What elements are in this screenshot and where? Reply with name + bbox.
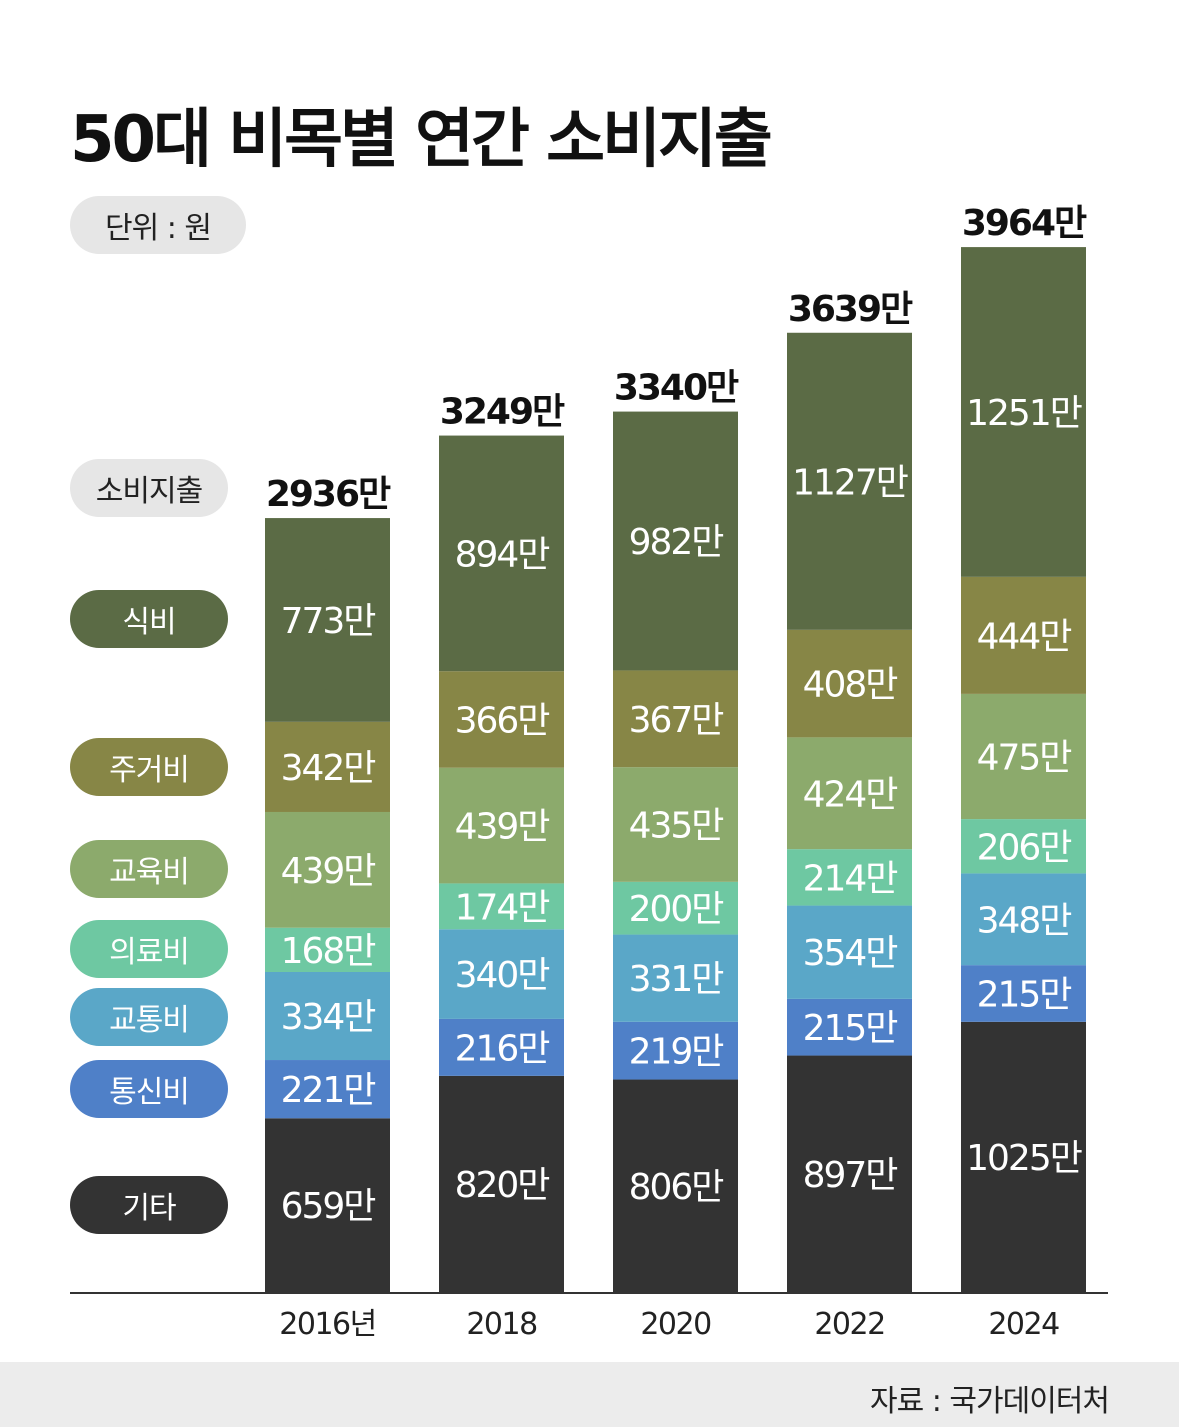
- bar-value-label: 1251만: [966, 393, 1082, 434]
- bar-value-label: 168만: [281, 931, 376, 972]
- bar-segment: [613, 670, 738, 768]
- bar-value-label: 444만: [977, 616, 1072, 657]
- unit-label: 단위 : 원: [70, 196, 246, 254]
- bar-segment: [439, 435, 564, 672]
- bar-segment: [265, 518, 390, 722]
- bar-value-label: 214만: [803, 858, 898, 899]
- bar-value-label: 331만: [629, 959, 724, 1000]
- bar-segment: [265, 1060, 390, 1119]
- bar-value-label: 475만: [977, 737, 1072, 778]
- bar-segment: [613, 1079, 738, 1292]
- bar-segment: [787, 905, 912, 999]
- bar-segment: [265, 927, 390, 972]
- bar-value-label: 221만: [281, 1070, 376, 1111]
- bar-value-label: 806만: [629, 1167, 724, 1208]
- bar-segment: [613, 411, 738, 671]
- x-tick-label: 2024: [988, 1307, 1059, 1342]
- bar-segment: [787, 737, 912, 850]
- bar-total-label: 3964만: [962, 203, 1087, 244]
- source-note: 자료 : 국가데이터처: [870, 1384, 1110, 1419]
- legend-item-medical: 의료비: [70, 920, 228, 978]
- bar-value-label: 982만: [629, 522, 724, 563]
- bar-value-label: 439만: [281, 851, 376, 892]
- bar-value-label: 340만: [455, 955, 550, 996]
- bar-value-label: 354만: [803, 933, 898, 974]
- bar-segment: [439, 767, 564, 884]
- legend-item-other: 기타: [70, 1176, 228, 1234]
- bar-value-label: 894만: [455, 534, 550, 575]
- bar-segment: [787, 332, 912, 630]
- bar-value-label: 206만: [977, 827, 1072, 868]
- bar-segment: [961, 576, 1086, 694]
- bar-value-label: 1127만: [792, 462, 908, 503]
- bar-segment: [961, 247, 1086, 577]
- bar-value-label: 174만: [455, 887, 550, 928]
- bar-segment: [265, 721, 390, 812]
- bar-segment: [439, 1018, 564, 1076]
- bar-value-label: 215만: [977, 974, 1072, 1015]
- legend-item-food: 식비: [70, 590, 228, 648]
- bar-value-label: 435만: [629, 806, 724, 847]
- bar-segment: [439, 883, 564, 930]
- bar-value-label: 408만: [803, 665, 898, 706]
- x-tick-label: 2016년: [279, 1307, 375, 1342]
- x-tick-label: 2020: [640, 1307, 711, 1342]
- bar-value-label: 897만: [803, 1155, 898, 1196]
- bar-segment: [787, 1055, 912, 1292]
- bar-segment: [961, 819, 1086, 874]
- bar-value-label: 366만: [455, 700, 550, 741]
- bar-value-label: 215만: [803, 1008, 898, 1049]
- bar-segment: [613, 1021, 738, 1080]
- bar-segment: [787, 849, 912, 906]
- bar-total-label: 3340만: [614, 368, 739, 409]
- bar-segment: [787, 629, 912, 738]
- bar-total-label: 2936만: [266, 474, 391, 515]
- bar-value-label: 216만: [455, 1028, 550, 1069]
- bar-value-label: 367만: [629, 700, 724, 741]
- bar-segment: [961, 1021, 1086, 1292]
- bar-segment: [961, 693, 1086, 820]
- bar-value-label: 424만: [803, 774, 898, 815]
- bar-value-label: 334만: [281, 997, 376, 1038]
- footer-bar: 자료 : 국가데이터처: [0, 1362, 1179, 1427]
- bar-segment: [439, 671, 564, 768]
- bar-value-label: 342만: [281, 748, 376, 789]
- bar-segment: [613, 767, 738, 882]
- bar-segment: [265, 1118, 390, 1292]
- bar-segment: [961, 873, 1086, 966]
- bar-segment: [961, 965, 1086, 1022]
- legend-total: 소비지출: [70, 459, 228, 517]
- legend-item-housing: 주거비: [70, 738, 228, 796]
- bar-total-label: 3639만: [788, 289, 913, 330]
- bar-segment: [265, 971, 390, 1061]
- bar-value-label: 659만: [281, 1186, 376, 1227]
- chart-title: 50대 비목별 연간 소비지출: [70, 103, 773, 177]
- x-tick-label: 2022: [814, 1307, 884, 1342]
- bar-segment: [787, 998, 912, 1056]
- bar-value-label: 820만: [455, 1165, 550, 1206]
- bar-segment: [439, 929, 564, 1019]
- bar-value-label: 219만: [629, 1032, 724, 1073]
- bar-value-label: 439만: [455, 807, 550, 848]
- legend-item-transport: 교통비: [70, 988, 228, 1046]
- x-tick-label: 2018: [466, 1307, 537, 1342]
- bar-segment: [439, 1075, 564, 1292]
- legend-item-telecom: 통신비: [70, 1060, 228, 1118]
- bar-total-label: 3249만: [440, 392, 565, 433]
- bar-value-label: 348만: [977, 900, 1072, 941]
- bar-value-label: 1025만: [966, 1138, 1082, 1179]
- bar-segment: [613, 934, 738, 1022]
- legend-item-education: 교육비: [70, 840, 228, 898]
- bar-segment: [613, 881, 738, 935]
- bar-segment: [265, 811, 390, 928]
- bar-value-label: 773만: [281, 601, 376, 642]
- bar-value-label: 200만: [629, 889, 724, 930]
